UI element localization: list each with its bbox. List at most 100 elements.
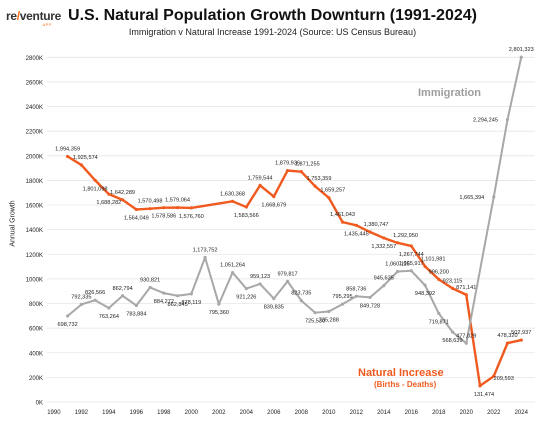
x-tick-label: 2002 [212, 410, 226, 416]
x-tick-label: 2020 [460, 410, 474, 416]
immigration-data-label: 1,173,752 [193, 248, 218, 254]
immigration-point [107, 306, 111, 310]
natural-increase-point [134, 207, 138, 212]
natural-increase-data-label: 1,659,257 [320, 188, 345, 194]
immigration-data-label: 839,835 [264, 305, 284, 311]
immigration-point [327, 309, 331, 314]
immigration-point [450, 330, 455, 334]
x-tick-label: 2016 [405, 410, 419, 416]
natural-increase-data-label: 1,925,574 [73, 155, 98, 161]
natural-increase-point [340, 220, 345, 224]
natural-increase-point [423, 264, 427, 268]
immigration-data-label: 1,065,917 [399, 261, 424, 267]
natural-increase-data-label: 1,759,544 [248, 175, 273, 181]
natural-increase-point [230, 199, 235, 203]
natural-increase-data-label: 1,630,368 [220, 191, 245, 197]
x-tick-label: 2000 [185, 410, 199, 416]
natural-increase-point [79, 163, 83, 167]
immigration-point [217, 302, 221, 306]
logo-sub: APP [42, 22, 52, 27]
natural-increase-point [368, 230, 372, 234]
immigration-data-label: 979,817 [277, 271, 297, 277]
y-tick-label: 1400K [26, 228, 43, 234]
natural-increase-point [189, 206, 193, 210]
natural-increase-data-label: 1,267,744 [399, 252, 424, 258]
immigration-point [230, 270, 235, 275]
immigration-point [272, 297, 276, 301]
natural-increase-data-label: 923,115 [443, 278, 463, 284]
immigration-point [382, 283, 386, 288]
immigration-point [134, 303, 138, 308]
immigration-point [244, 286, 248, 291]
natural-increase-data-label: 1,380,747 [364, 222, 389, 228]
immigration-data-label: 1,051,264 [220, 263, 245, 269]
immigration-point [505, 117, 510, 122]
x-tick-label: 2024 [515, 410, 529, 416]
natural-increase-point [492, 374, 496, 378]
immigration-line [66, 56, 523, 345]
natural-increase-data-label: 502,937 [511, 330, 531, 336]
y-tick-label: 2000K [26, 154, 43, 160]
y-axis-label: Annual Growth [9, 200, 17, 247]
natural-increase-point [121, 198, 125, 202]
y-tick-label: 0K [36, 401, 43, 407]
immigration-point [203, 255, 207, 260]
natural-increase-data-label: 1,688,282 [96, 200, 121, 206]
natural-increase-data-label: 131,474 [474, 392, 494, 398]
immigration-data-label: 826,566 [85, 290, 105, 296]
x-tick-label: 1996 [130, 410, 144, 416]
natural-increase-annotation: Natural Increase [358, 367, 444, 379]
immigration-data-label: 2,294,245 [473, 118, 498, 124]
immigration-point [93, 298, 97, 302]
x-tick-label: 2022 [487, 410, 501, 416]
x-tick-label: 1998 [157, 410, 171, 416]
immigration-data-label: 959,123 [250, 274, 270, 280]
natural-increase-point [285, 168, 290, 173]
immigration-point [354, 294, 358, 298]
immigration-data-label: 921,226 [236, 295, 256, 301]
natural-increase-point [478, 384, 482, 388]
immigration-data-label: 930,821 [140, 277, 160, 283]
logo-prefix: re [6, 9, 17, 23]
natural-increase-data-label: 1,435,445 [344, 231, 369, 237]
x-tick-label: 1990 [47, 410, 61, 416]
natural-increase-subtitle: (Births - Deaths) [374, 380, 437, 389]
y-tick-label: 2200K [26, 130, 43, 136]
immigration-point [175, 294, 180, 298]
immigration-point [299, 298, 303, 303]
natural-increase-point [66, 154, 70, 159]
immigration-point [437, 311, 441, 315]
y-tick-label: 1600K [26, 204, 43, 210]
natural-increase-point [409, 244, 413, 248]
immigration-point [492, 195, 496, 199]
x-tick-label: 2008 [295, 410, 309, 416]
natural-increase-data-label: 1,461,043 [330, 212, 355, 218]
natural-increase-data-label: 1,871,255 [295, 162, 320, 168]
natural-increase-point [93, 178, 97, 182]
immigration-data-label: 884,272 [154, 299, 174, 305]
immigration-data-label: 725,530 [305, 319, 325, 325]
immigration-point [148, 285, 152, 290]
immigration-point [162, 291, 166, 295]
natural-increase-data-label: 1,642,289 [110, 190, 135, 196]
x-tick-label: 2010 [322, 410, 336, 416]
immigration-data-label: 823,735 [291, 291, 311, 297]
natural-increase-point [162, 206, 166, 210]
immigration-data-label: 795,360 [209, 310, 229, 316]
natural-increase-data-label: 1,292,950 [393, 233, 418, 239]
y-tick-label: 2600K [26, 80, 43, 86]
immigration-data-label: 783,884 [126, 312, 146, 318]
immigration-point [121, 294, 125, 298]
immigration-data-label: 795,295 [332, 294, 352, 300]
immigration-point [66, 314, 70, 318]
immigration-point [395, 269, 400, 274]
x-tick-label: 2018 [432, 410, 446, 416]
natural-increase-data-label: 871,141 [456, 285, 476, 291]
immigration-point [313, 311, 317, 315]
natural-increase-point [450, 286, 455, 290]
immigration-data-label: 698,732 [58, 322, 78, 328]
immigration-point [464, 341, 468, 345]
natural-increase-point [382, 236, 386, 240]
immigration-data-label: 878,119 [181, 300, 201, 306]
